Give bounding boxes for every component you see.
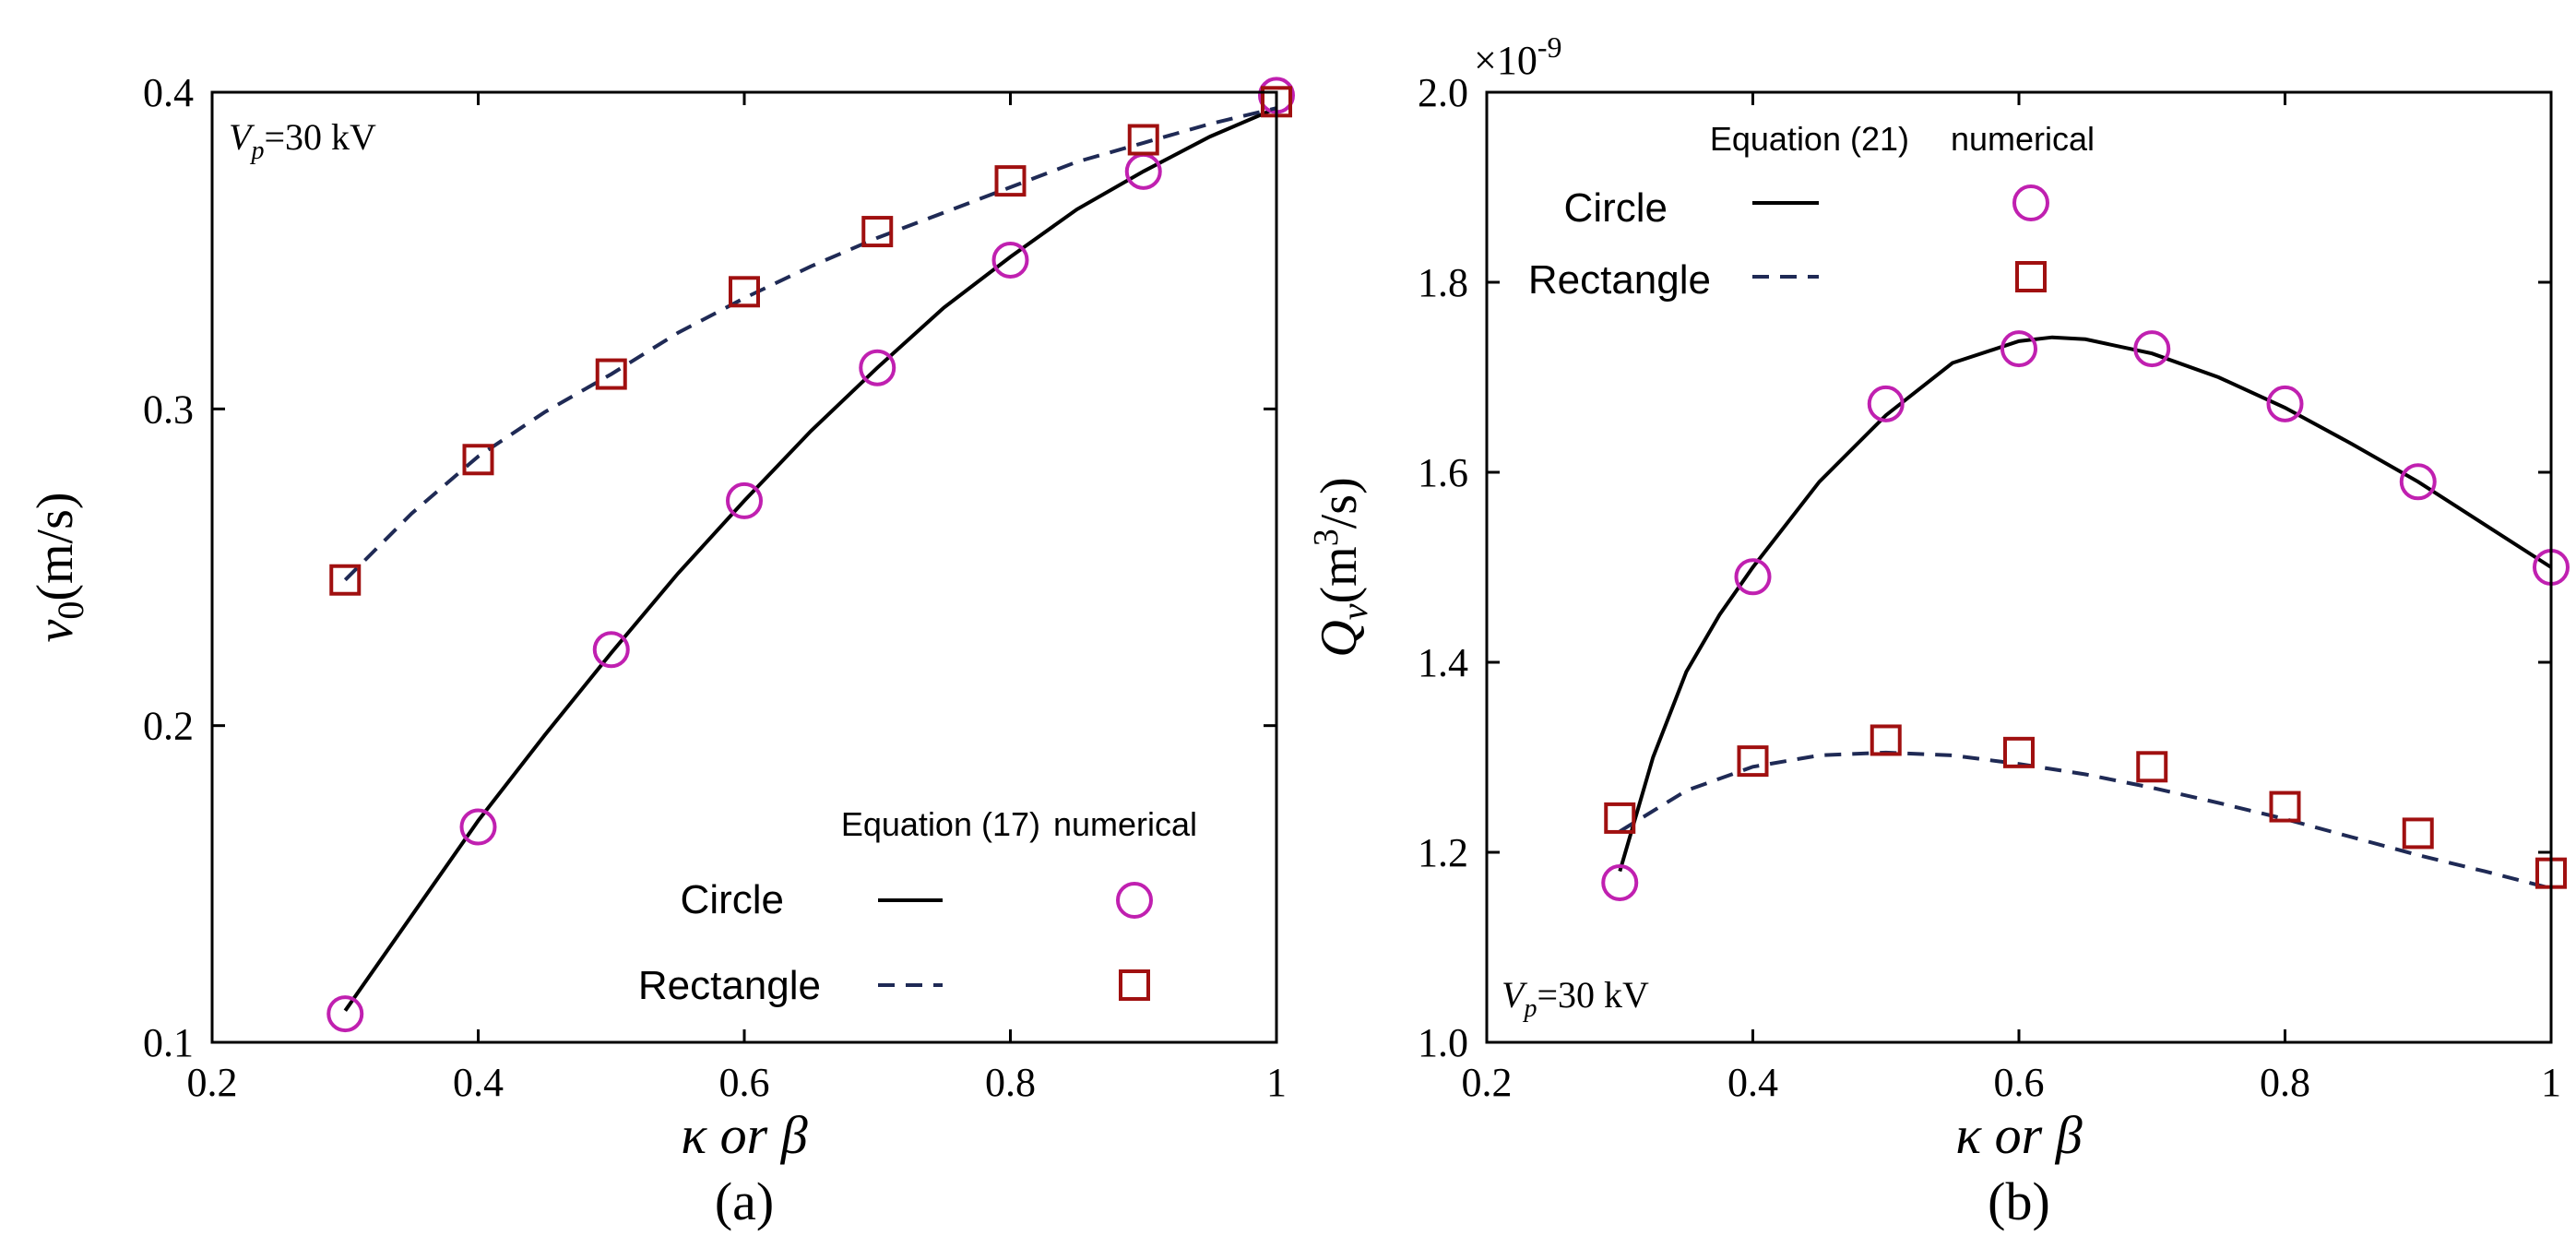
circle-numerical-point xyxy=(459,808,497,846)
y-tick-label: 0.4 xyxy=(143,70,194,115)
rectangle-numerical-point xyxy=(2136,751,2168,783)
y-tick-label: 1.4 xyxy=(1418,640,1468,685)
panel-a-annotation: Vp=30 kV xyxy=(229,116,376,165)
panel-a-x-axis-label: κ or β xyxy=(681,1105,807,1165)
x-tick-label: 0.6 xyxy=(719,1060,770,1105)
panel-a-legend: Equation (17) numerical Circle Rectangle xyxy=(638,805,1197,1008)
circle-numerical-point xyxy=(2266,385,2304,422)
y-tick-label: 1.8 xyxy=(1418,260,1468,305)
x-tick-label: 0.2 xyxy=(187,1060,238,1105)
panel-b-legend-label-circle: Circle xyxy=(1564,185,1668,231)
circle-numerical-point xyxy=(991,241,1029,279)
panel-a-frame xyxy=(210,90,1278,1044)
rectangle-equation-curve xyxy=(343,106,1277,582)
y-tick-label: 1.6 xyxy=(1418,450,1468,495)
rectangle-numerical-point xyxy=(595,358,627,390)
panel-b-x-axis-label: κ or β xyxy=(1955,1105,2082,1165)
panel-b-legend-label-rectangle: Rectangle xyxy=(1528,257,1711,303)
rectangle-numerical-point xyxy=(1737,745,1769,778)
panel-b-legend-header-points: numerical xyxy=(1951,120,2095,158)
y-tick-label: 0.3 xyxy=(143,386,194,432)
legend-circle-marker xyxy=(1116,882,1153,919)
circle-numerical-point xyxy=(592,631,630,669)
panel-b-multiplier: ×10-9 xyxy=(1474,30,1561,83)
legend-rectangle-marker xyxy=(2015,261,2047,292)
legend-rectangle-marker xyxy=(1119,969,1150,1001)
rectangle-numerical-point xyxy=(2003,736,2035,768)
circle-numerical-point xyxy=(1734,558,1772,596)
y-tick-label: 0.2 xyxy=(143,704,194,749)
panel-b-legend: Equation (21) numerical Circle Rectangle xyxy=(1528,120,2095,303)
rectangle-numerical-point xyxy=(994,165,1027,197)
x-tick-label: 0.8 xyxy=(2260,1060,2310,1105)
y-tick-label: 0.1 xyxy=(143,1020,194,1065)
circle-numerical-point xyxy=(859,349,896,386)
x-tick-label: 0.6 xyxy=(1994,1060,2045,1105)
rectangle-numerical-point xyxy=(1870,724,1902,756)
x-tick-label: 1 xyxy=(2541,1060,2561,1105)
panel-a-legend-header-curve: Equation (17) xyxy=(841,805,1040,843)
rectangle-numerical-point xyxy=(729,276,760,308)
circle-equation-curve xyxy=(343,106,1277,1012)
panel-b-y-axis-label: Qv(m3/s) xyxy=(1307,477,1375,657)
rectangle-equation-curve xyxy=(1619,750,2552,891)
circle-numerical-point xyxy=(726,481,763,519)
circle-numerical-point xyxy=(2399,463,2437,501)
circle-numerical-point xyxy=(326,995,364,1033)
rectangle-numerical-point xyxy=(1127,124,1159,156)
x-tick-label: 1 xyxy=(1266,1060,1287,1105)
panel-b: 0.2 0.4 0.6 0.8 1 1.0 1.2 1.4 1.6 1.8 2.0 ×10-9 Vp… xyxy=(1307,30,2570,1231)
rectangle-numerical-point xyxy=(1604,802,1636,834)
legend-circle-marker xyxy=(2012,184,2049,221)
panel-a-ticks: 0.2 0.4 0.6 0.8 10.10.20.30.4 xyxy=(143,70,1287,1105)
circle-numerical-point xyxy=(1867,385,1905,422)
panel-b-legend-header-curve: Equation (21) xyxy=(1710,120,1909,158)
circle-numerical-point xyxy=(1601,863,1639,901)
rectangle-numerical-point xyxy=(861,216,894,248)
y-tick-label: 2.0 xyxy=(1418,70,1468,115)
panel-a-label: (a) xyxy=(715,1171,774,1231)
panel-a: 0.2 0.4 0.6 0.8 10.10.20.30.4 Vp=30 kV v0(m/… xyxy=(27,70,1295,1231)
panel-a-plot-data xyxy=(326,77,1295,1033)
panel-b-annotation: Vp=30 kV xyxy=(1502,974,1649,1023)
rectangle-numerical-point xyxy=(2269,790,2301,823)
x-tick-label: 0.4 xyxy=(453,1060,504,1105)
rectangle-numerical-point xyxy=(462,444,494,476)
circle-equation-curve xyxy=(1618,335,2553,873)
rectangle-numerical-point xyxy=(2402,817,2434,850)
circle-numerical-point xyxy=(2000,330,2037,368)
panel-a-legend-label-rectangle: Rectangle xyxy=(638,963,821,1008)
x-tick-label: 0.2 xyxy=(1462,1060,1513,1105)
y-tick-label: 1.2 xyxy=(1418,830,1468,875)
panel-b-plot-data xyxy=(1601,330,2570,901)
panel-b-frame xyxy=(1485,90,2553,1044)
x-tick-label: 0.4 xyxy=(1727,1060,1778,1105)
x-tick-label: 0.8 xyxy=(985,1060,1036,1105)
panel-b-ticks: 0.2 0.4 0.6 0.8 1 1.0 1.2 1.4 1.6 1.8 2.0 xyxy=(1418,70,2561,1105)
panel-a-legend-label-circle: Circle xyxy=(681,877,784,922)
circle-numerical-point xyxy=(2133,330,2171,368)
panel-a-legend-header-points: numerical xyxy=(1053,805,1197,843)
panel-b-label: (b) xyxy=(1988,1171,2050,1231)
rectangle-numerical-point xyxy=(329,564,362,596)
panel-a-y-axis-label: v0(m/s) xyxy=(27,492,91,642)
y-tick-label: 1.0 xyxy=(1418,1020,1468,1065)
